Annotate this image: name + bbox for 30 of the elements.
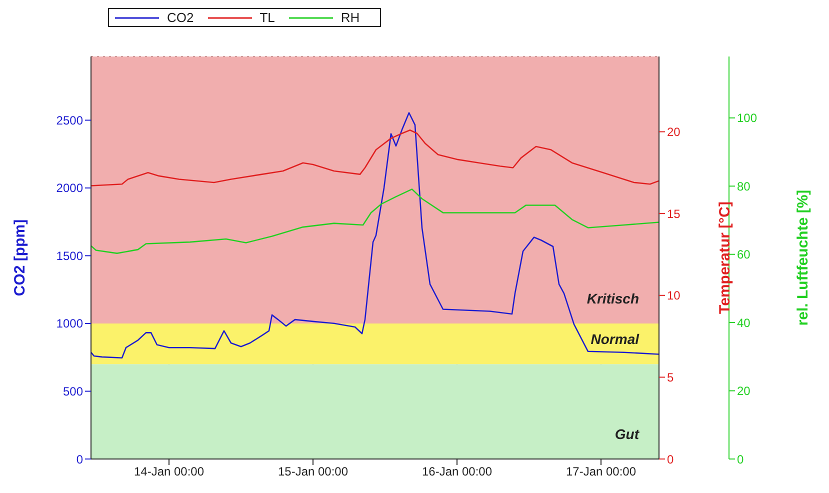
x-tick-label: 16-Jan 00:00 bbox=[422, 464, 492, 479]
x-tick-label: 17-Jan 00:00 bbox=[566, 464, 636, 479]
y-tick-label: 1000 bbox=[56, 316, 84, 331]
x-tick-label: 15-Jan 00:00 bbox=[278, 464, 348, 479]
y3-tick-label: 20 bbox=[737, 384, 751, 398]
y-tick-label: 0 bbox=[76, 452, 84, 466]
y-axis-title: CO2 [ppm] bbox=[11, 219, 28, 296]
y2-tick-label: 20 bbox=[667, 125, 681, 140]
x-tick-label: 14-Jan 00:00 bbox=[134, 464, 204, 479]
y2-tick-label: 15 bbox=[667, 206, 681, 221]
y3-tick-label: 80 bbox=[737, 179, 751, 194]
y2-tick-label: 5 bbox=[667, 370, 674, 384]
band-label: Kritisch bbox=[586, 290, 639, 306]
y3-tick-label: 100 bbox=[737, 111, 758, 126]
y-tick-label: 2000 bbox=[56, 181, 84, 196]
y3-tick-label: 40 bbox=[737, 316, 751, 330]
legend-label: RH bbox=[340, 10, 360, 25]
y2-tick-label: 0 bbox=[667, 452, 674, 466]
legend-label: CO2 bbox=[167, 10, 194, 25]
y2-tick-label: 10 bbox=[667, 288, 681, 303]
y3-axis-title: rel. Luftfeuchte [%] bbox=[794, 190, 812, 326]
band-label: Normal bbox=[590, 331, 640, 348]
band-label: Gut bbox=[614, 426, 640, 442]
y3-tick-label: 0 bbox=[737, 452, 744, 466]
y3-tick-label: 60 bbox=[737, 248, 751, 262]
y2-axis-title: Temperatur [°C] bbox=[716, 202, 734, 314]
y-tick-label: 2500 bbox=[56, 113, 84, 128]
legend-label: TL bbox=[260, 10, 275, 25]
y-tick-label: 500 bbox=[62, 384, 84, 398]
y-tick-label: 1500 bbox=[56, 248, 84, 263]
